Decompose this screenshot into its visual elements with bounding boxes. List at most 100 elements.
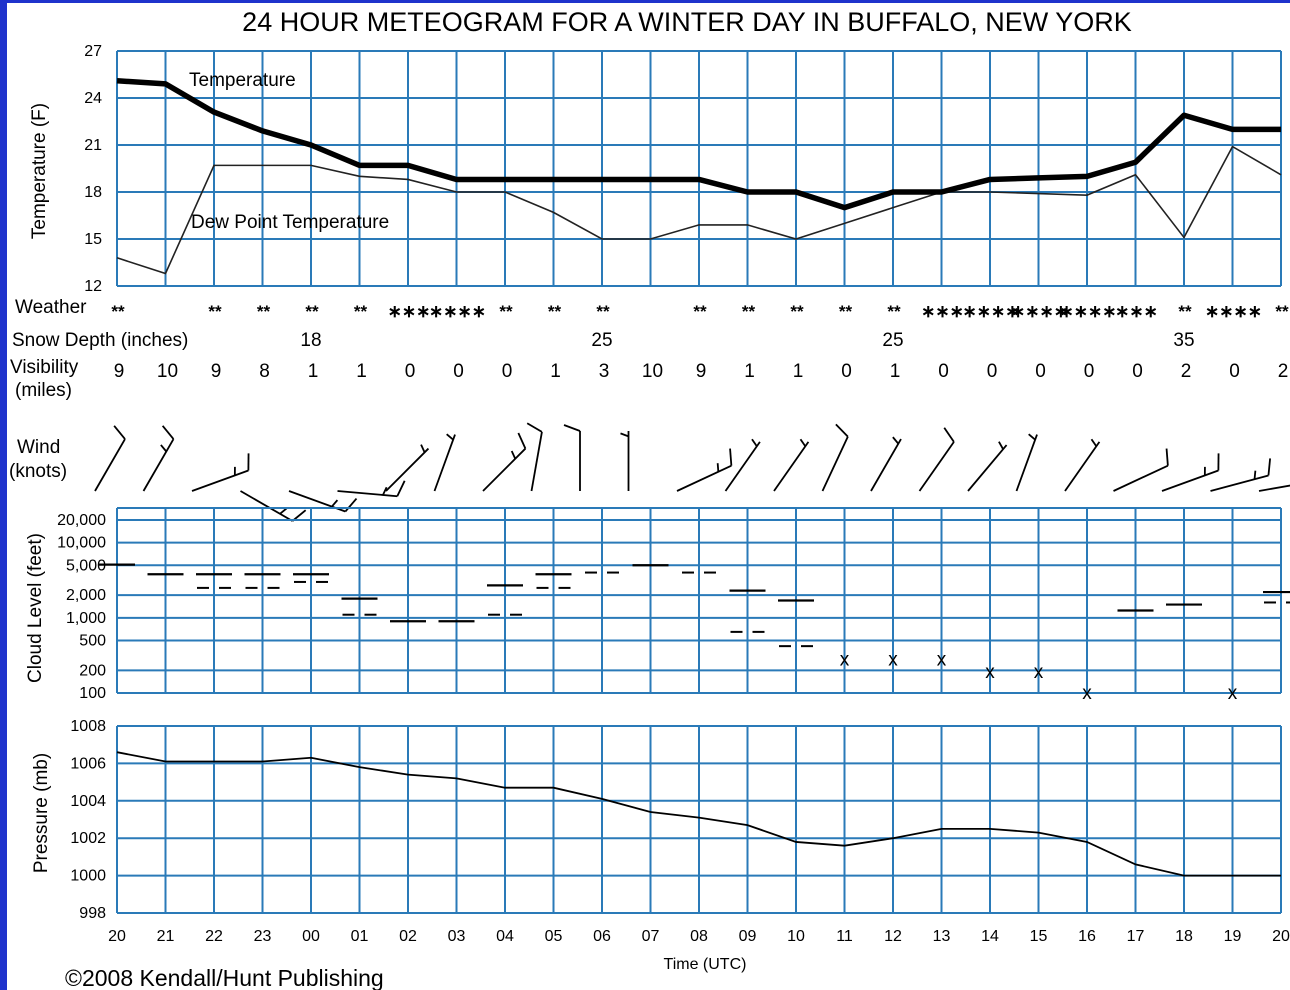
wind-barb-staff xyxy=(142,438,175,492)
weather-symbol: ∗∗∗∗ xyxy=(1011,302,1068,321)
wind-barb xyxy=(773,438,810,492)
wind-barb-half-flag xyxy=(446,433,454,441)
visibility-value: 2 xyxy=(1181,361,1192,382)
visibility-value: 0 xyxy=(1084,361,1095,382)
wind-barb xyxy=(1064,438,1101,492)
wind-barb-flag xyxy=(835,423,849,438)
temperature-tick-label: 27 xyxy=(84,43,102,60)
visibility-value: 1 xyxy=(550,361,561,382)
weather-symbol: ∗∗∗∗ xyxy=(1205,302,1262,321)
visibility-value: 8 xyxy=(259,361,270,382)
wind-barb xyxy=(870,436,902,492)
wind-barb-staff xyxy=(918,441,955,492)
cloud-tick-label: 20,000 xyxy=(57,512,106,529)
snow-depth-value: 25 xyxy=(882,330,903,351)
time-tick-label: 07 xyxy=(642,928,660,945)
wind-barb xyxy=(918,427,955,492)
time-tick-label: 10 xyxy=(787,928,805,945)
wind-barb-flag xyxy=(1267,458,1272,476)
wind-barb-staff xyxy=(482,447,527,492)
wind-barb-half-flag xyxy=(382,486,388,496)
cloud-tick-label: 5,000 xyxy=(66,557,106,574)
wind-barb xyxy=(1015,433,1038,492)
weather-symbol: ∗∗∗∗ xyxy=(1060,302,1117,321)
time-tick-label: 21 xyxy=(157,928,175,945)
wind-barb xyxy=(482,432,527,492)
cloud-tick-label: 1,000 xyxy=(66,610,106,627)
wind-barb xyxy=(526,422,543,492)
visibility-value: 0 xyxy=(1229,361,1240,382)
time-tick-label: 20 xyxy=(1272,928,1290,945)
wind-barb-flag xyxy=(396,480,406,497)
cloud-tick-label: 200 xyxy=(79,662,106,679)
time-tick-label: 03 xyxy=(448,928,466,945)
wind-barb-staff xyxy=(433,434,456,492)
visibility-value: 0 xyxy=(453,361,464,382)
pressure-tick-label: 1008 xyxy=(70,718,106,735)
time-tick-label: 00 xyxy=(302,928,320,945)
wind-barb xyxy=(821,423,849,492)
wind-row-label: Wind xyxy=(17,437,60,458)
wind-barb-half-flag xyxy=(799,438,807,447)
wind-barb-half-flag xyxy=(892,436,899,445)
pressure-y-ticks: 998 1000 1002 1004 1006 1008 xyxy=(70,718,106,922)
wind-barb-half-flag xyxy=(1090,438,1098,447)
visibility-value: 9 xyxy=(211,361,222,382)
wind-barb-staff xyxy=(337,490,398,498)
wind-barb xyxy=(620,431,630,491)
wind-barb-staff xyxy=(385,447,430,492)
weather-symbol: ∗∗∗ xyxy=(921,302,964,321)
visibility-value: 0 xyxy=(502,361,513,382)
visibility-value: 0 xyxy=(405,361,416,382)
wind-barb-half-flag xyxy=(998,441,1004,450)
wind-barb xyxy=(142,425,175,492)
time-tick-label: 13 xyxy=(933,928,951,945)
snow-depth-row: 18 25 25 35 xyxy=(300,330,1194,351)
wind-barb-staff xyxy=(94,438,126,492)
wind-barb-flag xyxy=(943,427,955,443)
snow-depth-row-label: Snow Depth (inches) xyxy=(12,330,188,351)
cloud-layers: x x x x x x x xyxy=(99,563,1290,704)
time-tick-label: 02 xyxy=(399,928,417,945)
time-tick-label: 22 xyxy=(205,928,223,945)
wind-row-unit: (knots) xyxy=(9,461,67,482)
pressure-tick-label: 1000 xyxy=(70,868,106,885)
weather-symbol: ** xyxy=(548,302,562,321)
weather-symbol: ** xyxy=(790,302,804,321)
temperature-series xyxy=(116,78,1282,275)
temperature-line xyxy=(116,78,1281,211)
weather-symbol: ** xyxy=(887,302,901,321)
cloud-layer-obscured: x xyxy=(1034,662,1044,683)
wind-barb-flag xyxy=(1165,448,1169,466)
time-tick-label: 17 xyxy=(1127,928,1145,945)
wind-barb-flag xyxy=(344,497,358,513)
wind-barb-flag xyxy=(161,425,175,440)
cloud-axis-label: Cloud Level (feet) xyxy=(25,533,46,683)
wind-barb-staff xyxy=(1015,434,1038,492)
snow-depth-value: 18 xyxy=(300,330,321,351)
dewpoint-series-label: Dew Point Temperature xyxy=(191,212,389,233)
wind-row xyxy=(94,422,1290,522)
time-tick-label: 08 xyxy=(690,928,708,945)
visibility-value: 0 xyxy=(1132,361,1143,382)
temperature-tick-label: 12 xyxy=(84,278,102,295)
time-tick-label: 12 xyxy=(884,928,902,945)
time-tick-label: 05 xyxy=(545,928,563,945)
wind-barb-half-flag xyxy=(620,432,629,438)
pressure-axis-label: Pressure (mb) xyxy=(31,753,52,873)
weather-symbol: ∗∗∗∗ xyxy=(429,302,486,321)
pressure-tick-label: 1004 xyxy=(70,793,106,810)
wind-barb-flag xyxy=(517,432,527,449)
wind-barb-staff xyxy=(676,464,732,492)
temperature-tick-label: 18 xyxy=(84,184,102,201)
temperature-axis-label: Temperature (F) xyxy=(29,103,50,239)
snow-depth-value: 25 xyxy=(591,330,612,351)
cloud-y-ticks: 20,000 10,000 5,000 2,000 1,000 500 200 100 xyxy=(57,512,106,702)
wind-barb-staff xyxy=(240,490,293,522)
pressure-grid xyxy=(116,725,1282,914)
wind-barb-half-flag xyxy=(751,438,758,447)
cloud-tick-label: 2,000 xyxy=(66,587,106,604)
weather-symbol: ** xyxy=(839,302,853,321)
cloud-layer-obscured: x xyxy=(840,649,850,670)
wind-barb-staff xyxy=(967,444,1008,492)
